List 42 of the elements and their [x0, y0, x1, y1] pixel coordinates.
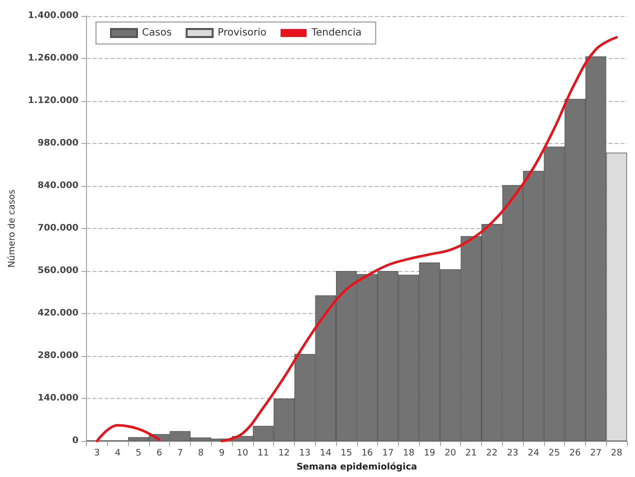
- x-tick-label: 25: [548, 448, 560, 459]
- x-tick-label: 15: [340, 448, 352, 459]
- x-tick-label: 16: [361, 448, 374, 459]
- legend-label: Casos: [142, 28, 172, 38]
- x-tick-label: 6: [156, 448, 162, 459]
- x-tick-label: 19: [424, 448, 436, 459]
- x-tick-label: 9: [218, 448, 225, 459]
- y-tick-label: 420.000: [38, 308, 79, 319]
- y-tick-label: 140.000: [38, 394, 79, 404]
- x-tick-label: 21: [465, 448, 477, 459]
- legend-label: Tendencia: [310, 28, 362, 38]
- y-tick-label: 980.000: [38, 138, 79, 149]
- x-axis-title: Semana epidemiológica: [296, 462, 418, 472]
- x-tick-label: 12: [278, 448, 290, 459]
- x-tick-label: 7: [177, 448, 183, 459]
- y-tick-label: 280.000: [38, 351, 79, 362]
- x-tick-label: 4: [114, 448, 121, 459]
- x-tick-label: 11: [258, 448, 269, 459]
- x-tick-label: 27: [590, 448, 602, 459]
- x-tick-label: 8: [198, 448, 204, 459]
- y-tick-label: 1.260.000: [28, 54, 79, 64]
- legend-label: Provisorio: [218, 28, 267, 38]
- y-tick-label: 840.000: [38, 181, 79, 192]
- x-tick-label: 23: [506, 448, 518, 459]
- x-tick-label: 10: [236, 448, 248, 459]
- y-tick-label: 0: [72, 436, 79, 446]
- y-axis-title: Número de casos: [6, 189, 18, 268]
- x-tick-label: 22: [486, 448, 498, 459]
- x-tick-label: 18: [403, 448, 415, 459]
- x-tick-label: 13: [299, 448, 311, 459]
- x-tick-label: 14: [320, 448, 332, 459]
- y-tick-label: 560.000: [38, 266, 79, 276]
- y-tick-label: 700.000: [38, 224, 79, 234]
- x-tick-label: 20: [444, 448, 456, 459]
- y-tick-label: 1.400.000: [28, 11, 79, 21]
- y-tick-label: 1.120.000: [28, 96, 79, 106]
- x-tick-label: 24: [528, 448, 540, 459]
- x-tick-label: 5: [136, 448, 142, 459]
- x-tick-label: 17: [382, 448, 394, 459]
- x-tick-label: 26: [569, 448, 582, 459]
- x-tick-label: 3: [94, 448, 100, 459]
- x-tick-label: 28: [610, 448, 623, 459]
